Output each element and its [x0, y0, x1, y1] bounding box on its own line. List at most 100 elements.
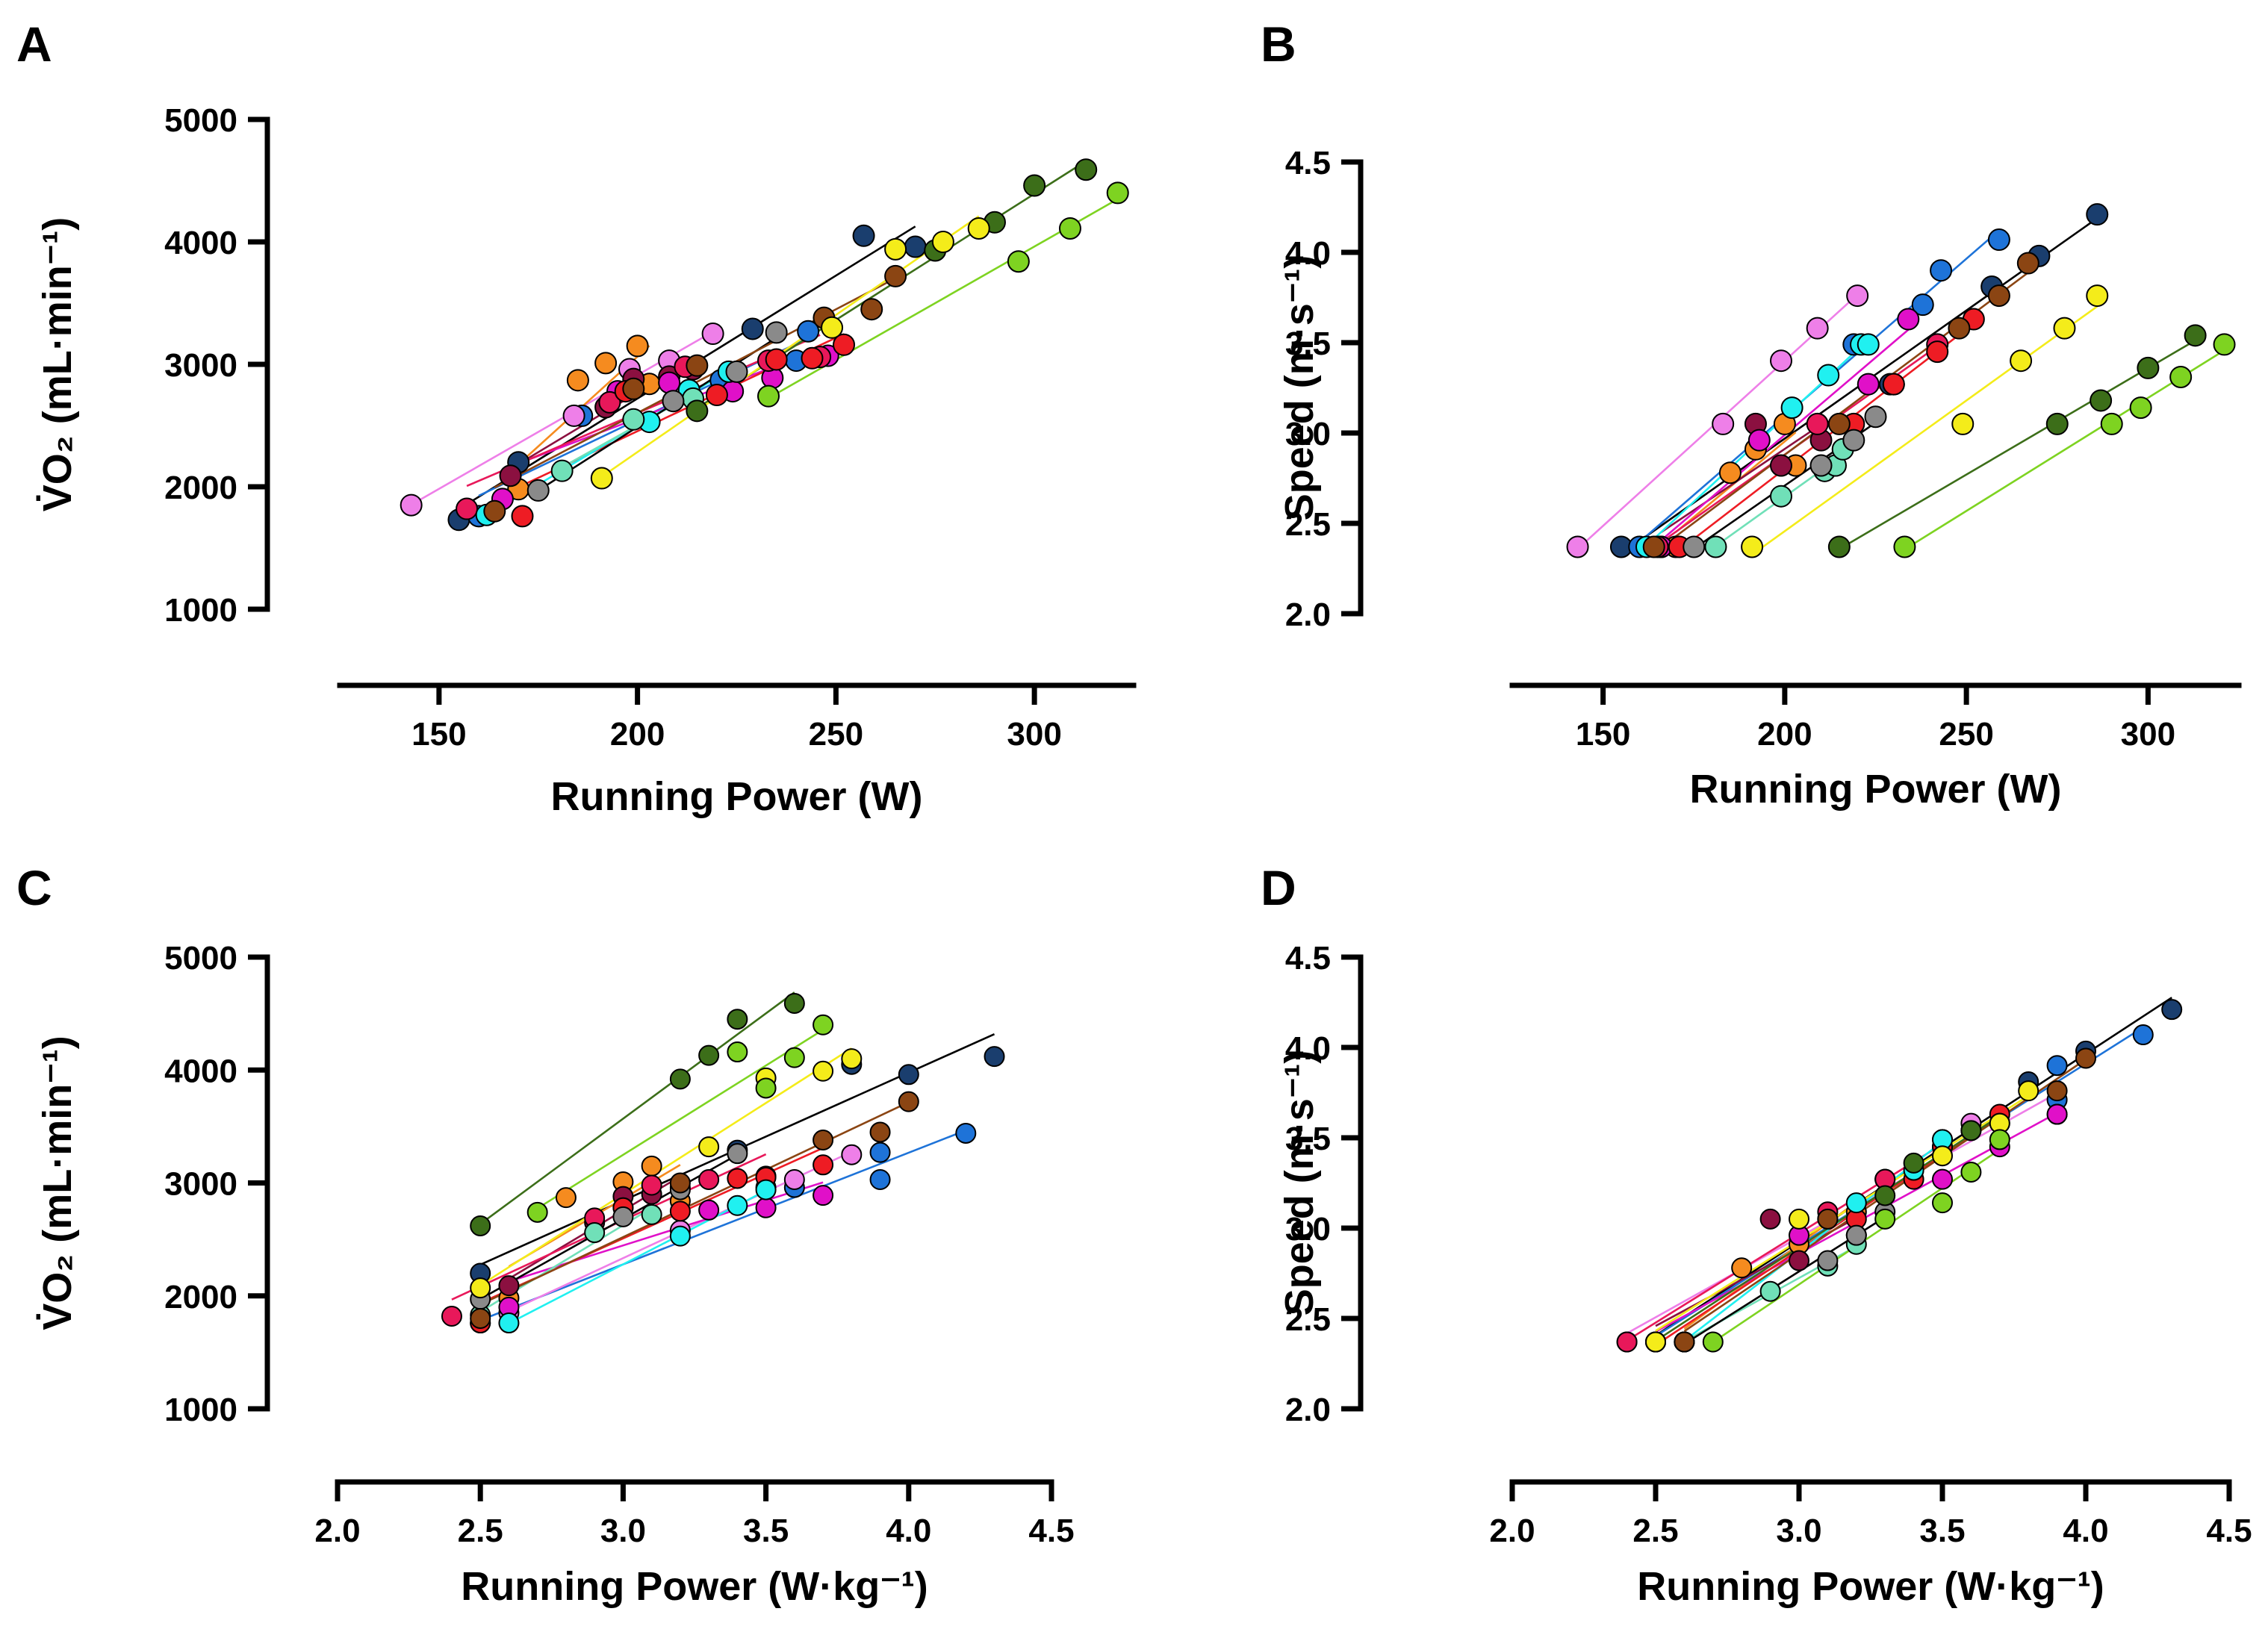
y-tick-label: 3.5: [1285, 326, 1331, 362]
data-point-cyan: [1780, 396, 1803, 420]
y-axis-label: Speed (m·s⁻¹): [1277, 255, 1322, 521]
x-tick-label: 3.0: [1776, 1513, 1821, 1549]
data-point-magenta: [2046, 1103, 2068, 1125]
data-point-crimson: [1806, 412, 1829, 435]
data-point-violet: [1770, 349, 1793, 373]
y-tick-label: 2.5: [1285, 1301, 1331, 1338]
y-tick-label: 3.5: [1285, 1121, 1331, 1157]
x-tick-label: 250: [1939, 716, 1993, 753]
y-axis-label: V̇O₂ (mL·min⁻¹): [35, 1036, 80, 1330]
data-point-yellow: [1645, 1331, 1666, 1353]
y-tick-label: 4000: [164, 1053, 237, 1089]
data-point-dkgreen: [783, 993, 805, 1015]
data-point-navy: [2161, 999, 2183, 1021]
data-point-violet: [1566, 535, 1589, 558]
data-point-green: [727, 1041, 748, 1063]
data-point-magenta: [813, 1185, 834, 1206]
data-point-yellow: [813, 1060, 834, 1082]
data-point-gray: [727, 1143, 748, 1165]
data-point-blue: [955, 1122, 977, 1144]
y-tick-label: 2.0: [1285, 597, 1331, 633]
data-point-gray: [1809, 454, 1833, 477]
data-point-dkgreen: [686, 399, 709, 423]
data-point-yellow: [2086, 284, 2109, 308]
data-point-orange: [641, 1155, 662, 1177]
data-point-gray: [1864, 405, 1887, 429]
data-point-brown: [1948, 317, 1971, 340]
data-point-navy: [2086, 203, 2109, 226]
data-point-blue: [2046, 1055, 2068, 1077]
data-point-red: [833, 333, 856, 356]
data-point-cyan: [669, 1225, 691, 1247]
data-point-magenta: [755, 1197, 777, 1218]
data-point-green: [1960, 1161, 1982, 1183]
data-point-yellow: [2018, 1080, 2039, 1102]
data-point-green: [2213, 333, 2236, 356]
panel-a: A 1000 2000 3000 4000 5000 150 200 250 300 Running…: [16, 16, 1137, 819]
fit-line-brown: [479, 1101, 910, 1306]
data-point-gray: [1842, 429, 1865, 452]
data-point-green: [2100, 412, 2123, 435]
x-axis-label: Running Power (W·kg⁻¹): [1637, 1564, 2104, 1609]
fit-line-maroon: [1655, 1217, 1857, 1327]
data-point-dkgreen: [2184, 324, 2207, 347]
data-point-red: [669, 1200, 691, 1222]
data-point-yellow: [841, 1048, 863, 1070]
data-point-brown: [1642, 535, 1665, 558]
data-point-crimson: [641, 1174, 662, 1196]
y-tick-label: 4000: [164, 225, 237, 261]
data-point-violet: [701, 323, 724, 345]
y-tick-label: 5000: [164, 940, 237, 977]
x-tick-label: 3.5: [743, 1513, 789, 1549]
data-point-orange: [1731, 1257, 1753, 1279]
y-tick-label: 3.0: [1285, 1211, 1331, 1248]
data-point-brown: [869, 1121, 891, 1143]
x-tick-label: 4.0: [886, 1513, 931, 1549]
data-point-dkgreen: [470, 1215, 491, 1236]
y-tick-label: 2.0: [1285, 1392, 1331, 1428]
x-axis-label: Running Power (W·kg⁻¹): [461, 1564, 928, 1609]
data-point-mint: [641, 1203, 662, 1225]
panel-c: C 1000 2000 3000 4000 5000 2.0 2.5 3.0 3.5 4.0 4.5 R…: [16, 860, 1075, 1609]
data-point-crimson: [698, 1168, 720, 1190]
data-point-red: [801, 346, 824, 370]
data-point-dkgreen: [1023, 174, 1046, 197]
data-point-mint: [1770, 485, 1793, 508]
data-point-yellow: [1789, 1208, 1809, 1230]
data-point-green: [1702, 1331, 1724, 1353]
data-point-dkgreen: [1827, 535, 1851, 558]
x-axis-label: Running Power (W): [551, 774, 923, 819]
fit-line-dkgreen: [479, 991, 795, 1225]
data-point-brown: [2046, 1080, 2068, 1102]
data-point-dkgreen: [2045, 412, 2069, 435]
data-point-yellow: [821, 316, 844, 339]
data-point-yellow: [590, 467, 613, 490]
data-point-red: [705, 384, 728, 406]
panel-label: B: [1261, 16, 1296, 72]
data-point-gray: [612, 1206, 634, 1227]
data-point-magenta: [698, 1199, 720, 1221]
data-point-orange: [1718, 461, 1742, 485]
y-tick-label: 4.5: [1285, 940, 1331, 977]
data-point-green: [813, 1014, 834, 1036]
data-point-navy: [898, 1064, 919, 1086]
data-point-yellow: [1932, 1145, 1953, 1167]
fit-line-gray: [479, 1153, 738, 1301]
data-point-dkgreen: [698, 1044, 720, 1066]
data-point-brown: [813, 1130, 834, 1151]
data-point-yellow: [2010, 349, 2033, 373]
x-tick-label: 4.5: [2206, 1513, 2252, 1549]
data-point-green: [526, 1201, 548, 1223]
data-point-violet: [1806, 317, 1829, 340]
data-point-brown: [1817, 1208, 1839, 1230]
data-point-yellow: [1741, 535, 1764, 558]
data-point-brown: [2075, 1047, 2096, 1069]
data-point-magenta: [658, 371, 681, 394]
data-point-cyan: [1845, 1192, 1867, 1214]
fit-line-yellow: [601, 215, 980, 478]
data-point-mint: [550, 459, 574, 482]
y-tick-label: 3000: [164, 347, 237, 384]
data-point-dkgreen: [1874, 1185, 1896, 1206]
data-point-violet: [400, 493, 423, 517]
